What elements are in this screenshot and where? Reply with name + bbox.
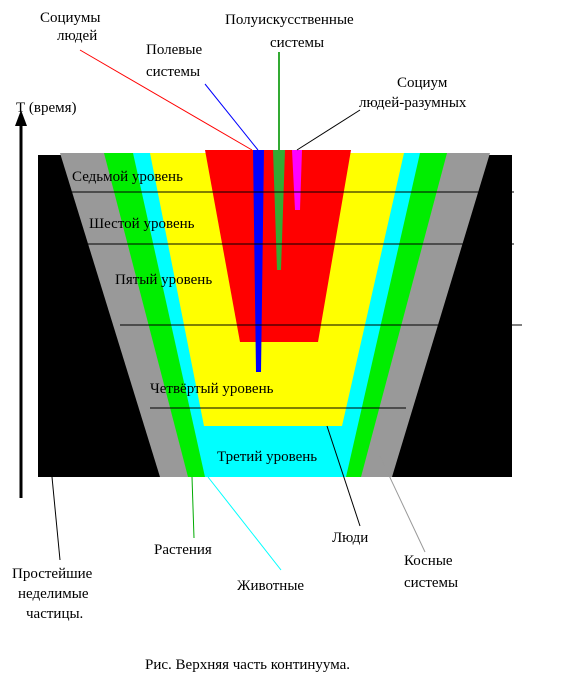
rational-socium-label-line1: Социум (397, 75, 448, 91)
inert-leader (377, 451, 426, 553)
socium-people-label-line2: людей (57, 28, 97, 44)
field-systems-leader (204, 83, 259, 151)
semiartificial-label-line1: Полуискусственные (225, 12, 354, 28)
rational-socium-label-line2: людей-разумных (359, 95, 467, 111)
level-sixth-label: Шестой уровень (89, 216, 195, 232)
animals-leader (207, 476, 282, 571)
figure-caption: Рис. Верхняя часть континуума. (145, 657, 350, 673)
field-systems-label-line2: системы (146, 64, 200, 80)
plants-label: Растения (154, 542, 212, 558)
inert-label-line2: системы (404, 575, 458, 591)
level-third-label: Третий уровень (217, 449, 317, 465)
people-label: Люди (332, 530, 368, 546)
field-systems-label-line1: Полевые (146, 42, 202, 58)
people-leader (326, 425, 361, 527)
animals-label: Животные (237, 578, 304, 594)
plants-leader (191, 476, 195, 539)
simplest-label-line3: частицы. (26, 606, 83, 622)
field-systems-bar (253, 150, 264, 372)
rational-socium-bar (292, 150, 302, 210)
socium-people-leader (79, 49, 253, 151)
simplest-label-line2: неделимые (18, 586, 89, 602)
semiartificial-systems-bar (273, 150, 285, 270)
rational-socium-leader (296, 109, 361, 151)
socium-people-label-line1: Социумы (40, 10, 100, 26)
inert-label-line1: Косные (404, 553, 453, 569)
level-fourth-label: Четвёртый уровень (150, 381, 274, 397)
level-fifth-label: Пятый уровень (115, 272, 212, 288)
simplest-leader (51, 476, 61, 561)
simplest-label-line1: Простейшие (12, 566, 93, 582)
time-axis-arrowhead (15, 110, 27, 126)
time-axis-label: Т (время) (16, 100, 77, 116)
level-seventh-label: Седьмой уровень (72, 169, 183, 185)
semiartificial-label-line2: системы (270, 35, 324, 51)
